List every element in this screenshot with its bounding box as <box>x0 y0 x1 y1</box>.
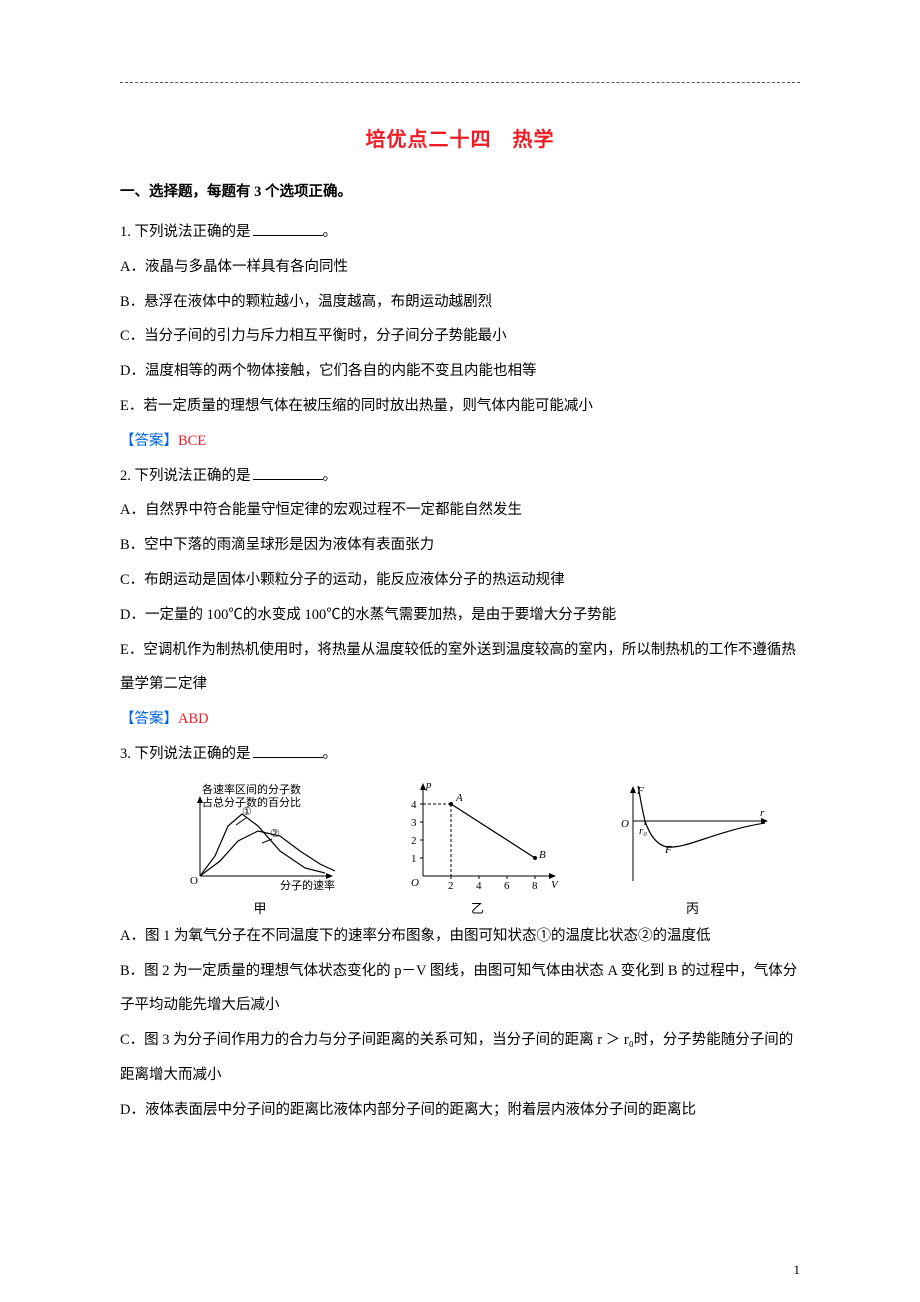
d3-xlabel: r <box>760 807 765 819</box>
chart-force-distance: F r O r₀ F <box>615 781 770 891</box>
chart-speed-distribution: 各速率区间的分子数 占总分子数的百分比 O 分子的速率 ① ② <box>180 781 340 891</box>
q3-optA: A．图 1 为氧气分子在不同温度下的速率分布图象，由图可知状态①的温度比状态②的… <box>120 919 800 954</box>
d1-label2: ② <box>270 828 280 840</box>
q1-stem: 1. 下列说法正确的是。 <box>120 215 800 250</box>
diagrams-row: 各速率区间的分子数 占总分子数的百分比 O 分子的速率 ① ② 甲 <box>120 772 800 917</box>
q3-blank <box>253 757 323 758</box>
q2-blank <box>253 479 323 480</box>
d3-origin: O <box>621 818 629 830</box>
svg-text:4: 4 <box>476 880 482 891</box>
q3-number: 3. <box>120 746 131 762</box>
answer-bracket: 【答案】 <box>120 433 178 449</box>
q1-answer-text: BCE <box>178 433 206 449</box>
page-number: 1 <box>794 1262 801 1278</box>
svg-text:3: 3 <box>411 817 417 829</box>
q1-optE: E．若一定质量的理想气体在被压缩的同时放出热量，则气体内能可能减小 <box>120 389 800 424</box>
svg-text:8: 8 <box>532 880 538 891</box>
diagram-1: 各速率区间的分子数 占总分子数的百分比 O 分子的速率 ① ② 甲 <box>180 781 340 917</box>
page-title: 培优点二十四 热学 <box>120 123 800 152</box>
d2-caption: 乙 <box>393 898 563 917</box>
divider <box>120 82 800 83</box>
d1-xlabel: 分子的速率 <box>280 878 335 891</box>
diagram-2: p V O 2 4 6 8 1 2 3 4 A B 乙 <box>393 776 563 917</box>
q3-stem: 3. 下列说法正确的是。 <box>120 737 800 772</box>
q3-text: 下列说法正确的是 <box>135 746 251 762</box>
svg-text:4: 4 <box>411 799 417 811</box>
q1-optA: A．液晶与多晶体一样具有各向同性 <box>120 250 800 285</box>
q2-answer-text: ABD <box>178 711 209 727</box>
svg-text:2: 2 <box>448 880 454 891</box>
answer-bracket: 【答案】 <box>120 711 178 727</box>
q2-optC: C．布朗运动是固体小颗粒分子的运动，能反应液体分子的热运动规律 <box>120 563 800 598</box>
q1-optB: B．悬浮在液体中的颗粒越小，温度越高，布朗运动越剧烈 <box>120 285 800 320</box>
chart-pv: p V O 2 4 6 8 1 2 3 4 A B <box>393 776 563 891</box>
section-header: 一、选择题，每题有 3 个选项正确。 <box>120 180 800 201</box>
d1-origin: O <box>190 875 198 887</box>
q3-optB: B．图 2 为一定质量的理想气体状态变化的 p－V 图线，由图可知气体由状态 A… <box>120 954 800 1024</box>
q3-optD: D．液体表面层中分子间的距离比液体内部分子间的距离大；附着层内液体分子间的距离比 <box>120 1093 800 1128</box>
d3-Fmin: F <box>664 844 672 856</box>
q2-optD: D．一定量的 100℃的水变成 100℃的水蒸气需要加热，是由于要增大分子势能 <box>120 598 800 633</box>
diagram-3: F r O r₀ F 丙 <box>615 781 770 917</box>
d2-origin: O <box>411 877 419 889</box>
q2-stem: 2. 下列说法正确的是。 <box>120 459 800 494</box>
q1-blank <box>253 235 323 236</box>
q1-text: 下列说法正确的是 <box>135 224 251 240</box>
d1-ylabel1: 各速率区间的分子数 <box>202 782 301 796</box>
q1-number: 1. <box>120 224 131 240</box>
q1-answer: 【答案】BCE <box>120 424 800 459</box>
d2-A: A <box>455 792 463 804</box>
q2-number: 2. <box>120 468 131 484</box>
d1-label1: ① <box>242 806 252 818</box>
q2-text: 下列说法正确的是 <box>135 468 251 484</box>
d3-r0: r₀ <box>639 825 647 837</box>
q2-optA: A．自然界中符合能量守恒定律的宏观过程不一定都能自然发生 <box>120 493 800 528</box>
svg-text:1: 1 <box>411 853 417 865</box>
d2-ylabel: p <box>425 779 432 791</box>
q2-optB: B．空中下落的雨滴呈球形是因为液体有表面张力 <box>120 528 800 563</box>
d1-caption: 甲 <box>180 898 340 917</box>
d2-B: B <box>539 849 546 861</box>
svg-text:6: 6 <box>504 880 510 891</box>
d2-xlabel: V <box>551 879 559 891</box>
svg-text:2: 2 <box>411 835 417 847</box>
q3-optC: C．图 3 为分子间作用力的合力与分子间距离的关系可知，当分子间的距离 r ＞ … <box>120 1023 800 1093</box>
q1-optD: D．温度相等的两个物体接触，它们各自的内能不变且内能也相等 <box>120 354 800 389</box>
d3-caption: 丙 <box>615 898 770 917</box>
q2-answer: 【答案】ABD <box>120 702 800 737</box>
q1-optC: C．当分子间的引力与斥力相互平衡时，分子间分子势能最小 <box>120 319 800 354</box>
q2-optE: E．空调机作为制热机使用时，将热量从温度较低的室外送到温度较高的室内，所以制热机… <box>120 633 800 703</box>
